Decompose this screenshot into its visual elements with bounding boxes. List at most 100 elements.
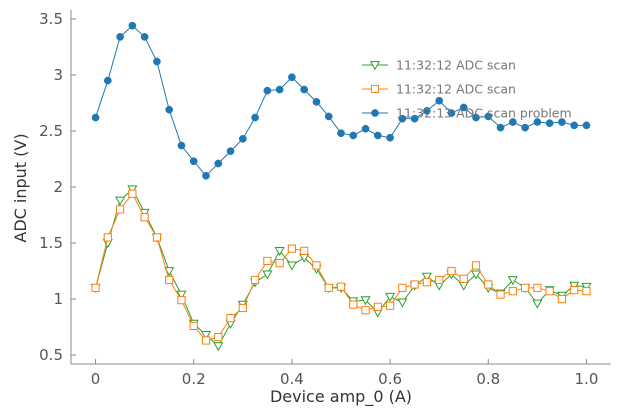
data-point bbox=[398, 283, 407, 292]
data-point bbox=[286, 261, 297, 271]
data-point bbox=[177, 141, 186, 150]
legend: 11:32:12 ADC scan 11:32:12 ADC scan 11:32:… bbox=[362, 58, 572, 121]
data-point bbox=[251, 113, 259, 122]
data-point bbox=[422, 278, 432, 287]
legend-label: 11:32:12 ADC scan bbox=[396, 82, 516, 97]
data-point bbox=[558, 118, 566, 126]
data-point bbox=[521, 123, 529, 132]
data-point bbox=[582, 121, 591, 130]
data-point bbox=[152, 233, 162, 242]
data-point bbox=[324, 283, 333, 292]
data-point bbox=[470, 270, 482, 280]
legend-swatch-marker bbox=[371, 109, 379, 117]
data-point bbox=[238, 303, 247, 313]
series-layer bbox=[90, 21, 592, 352]
series-2 bbox=[91, 189, 591, 345]
x-tick-label: 0.2 bbox=[182, 370, 206, 388]
x-tick-label: 0.8 bbox=[476, 370, 500, 388]
x-tick-label: 1.0 bbox=[575, 370, 599, 388]
data-point bbox=[361, 124, 370, 133]
data-point bbox=[484, 112, 493, 121]
data-point bbox=[520, 283, 530, 292]
data-point bbox=[336, 282, 346, 291]
data-point bbox=[385, 301, 395, 310]
data-point bbox=[435, 96, 444, 105]
data-point bbox=[274, 246, 285, 257]
data-point bbox=[91, 283, 100, 292]
data-point bbox=[421, 272, 432, 282]
data-point bbox=[373, 131, 382, 140]
data-point bbox=[349, 300, 358, 309]
data-point bbox=[435, 275, 444, 285]
legend-swatch-marker bbox=[370, 84, 380, 94]
data-point bbox=[398, 114, 407, 123]
data-point bbox=[263, 256, 272, 266]
data-point bbox=[275, 259, 284, 268]
data-point bbox=[115, 205, 125, 214]
data-point bbox=[263, 86, 272, 95]
data-point bbox=[312, 261, 321, 270]
data-point bbox=[385, 292, 396, 303]
data-point bbox=[189, 157, 198, 166]
data-point bbox=[214, 333, 223, 342]
data-point bbox=[103, 233, 112, 242]
y-tick-label: 3.5 bbox=[39, 10, 63, 28]
data-point bbox=[570, 121, 579, 130]
data-point bbox=[496, 290, 505, 299]
data-point bbox=[140, 213, 149, 222]
legend-item: 11:32:12 ADC scan bbox=[362, 82, 516, 97]
data-point bbox=[545, 119, 554, 127]
data-point bbox=[484, 280, 493, 289]
y-tick-label: 2.5 bbox=[39, 122, 63, 140]
data-point bbox=[300, 85, 309, 94]
data-point bbox=[496, 123, 505, 132]
data-point bbox=[373, 302, 382, 311]
data-point bbox=[397, 298, 408, 308]
data-point bbox=[300, 246, 309, 255]
data-point bbox=[140, 33, 149, 41]
legend-item: 11:32:13 ADC scan problem bbox=[362, 106, 572, 121]
data-point bbox=[103, 76, 112, 85]
data-point bbox=[459, 274, 468, 283]
data-point bbox=[238, 134, 247, 143]
data-point bbox=[202, 171, 210, 180]
data-point bbox=[386, 133, 394, 142]
y-tick-label: 2 bbox=[53, 178, 63, 196]
data-point bbox=[423, 106, 431, 115]
data-point bbox=[115, 196, 126, 206]
data-point bbox=[312, 98, 321, 106]
data-point bbox=[201, 336, 211, 345]
data-point bbox=[582, 287, 591, 296]
x-axis-label: Device amp_0 (A) bbox=[270, 387, 412, 407]
data-point bbox=[177, 296, 186, 305]
y-tick-label: 3 bbox=[53, 66, 63, 84]
data-point bbox=[508, 287, 517, 296]
data-point bbox=[410, 280, 419, 289]
data-point bbox=[226, 313, 235, 323]
data-point bbox=[213, 342, 224, 352]
data-point bbox=[532, 299, 543, 309]
data-point bbox=[533, 283, 542, 292]
data-point bbox=[459, 103, 468, 112]
data-point bbox=[447, 266, 456, 276]
data-point bbox=[410, 114, 419, 123]
axes: 0 0.2 0.4 0.6 0.8 1.0 0.5 1 1.5 2 2.5 3 3.5 bbox=[39, 10, 611, 388]
data-point bbox=[508, 118, 517, 126]
x-tick-label: 0.4 bbox=[280, 370, 304, 388]
y-axis-label: ADC input (V) bbox=[11, 133, 30, 242]
data-point bbox=[275, 85, 284, 94]
data-point bbox=[557, 294, 567, 304]
data-point bbox=[176, 290, 187, 300]
data-point bbox=[324, 112, 333, 121]
series-3 bbox=[91, 21, 591, 180]
data-point bbox=[507, 276, 518, 286]
y-tick-label: 1 bbox=[53, 290, 63, 308]
data-point bbox=[226, 147, 235, 156]
data-point bbox=[128, 189, 137, 198]
data-point bbox=[262, 270, 273, 280]
data-point bbox=[287, 244, 297, 253]
data-point bbox=[288, 73, 296, 82]
legend-swatch-marker bbox=[369, 61, 381, 71]
